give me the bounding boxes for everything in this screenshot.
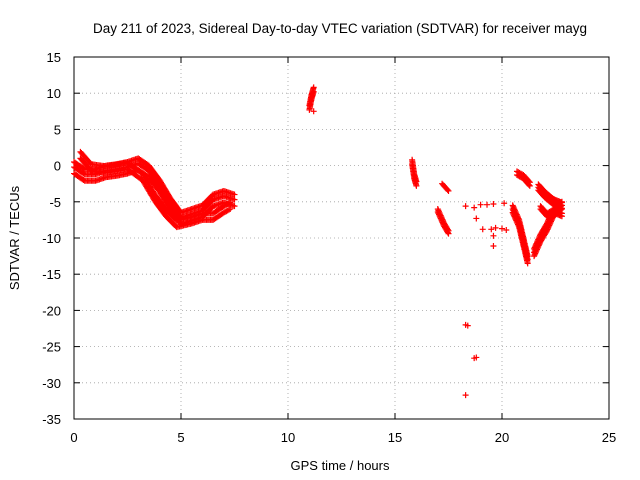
x-axis-label: GPS time / hours [291,458,390,473]
data-point [310,108,317,115]
x-tick-label: 15 [388,430,402,445]
data-point [501,200,508,207]
y-tick-label: 0 [54,159,61,174]
data-point [445,187,452,194]
data-point [473,215,480,222]
data-point [310,84,317,91]
data-point [490,200,497,207]
x-tick-label: 10 [281,430,295,445]
y-tick-label: -5 [49,195,61,210]
y-tick-label: 10 [47,86,61,101]
y-axis-label: SDTVAR / TECUs [7,185,22,290]
y-tick-label: 15 [47,50,61,65]
data-point [471,204,478,211]
y-tick-label: -30 [42,376,61,391]
grid [74,57,609,419]
data-point [225,200,232,207]
chart-title: Day 211 of 2023, Sidereal Day-to-day VTE… [93,21,587,36]
data-point [413,178,420,185]
data-point [231,191,238,198]
data-point [477,201,484,208]
data-point [464,322,471,329]
data-point [503,227,510,234]
data-point [225,206,232,213]
y-tick-label: -25 [42,340,61,355]
data-point [445,230,452,237]
data-point [558,199,565,206]
x-tick-label: 20 [495,430,509,445]
data-point [479,226,486,233]
y-tick-label: -20 [42,303,61,318]
data-point [488,226,495,233]
data-point [490,242,497,249]
axis-ticks: 0 5 10 15 20 25 15 10 5 0 -5 -10 -15 -20 -25 -30 -35 [42,50,616,445]
data-point [526,179,533,186]
y-tick-label: -35 [42,412,61,427]
data-point [462,203,469,210]
x-tick-label: 5 [177,430,184,445]
x-tick-label: 0 [70,430,77,445]
data-point [490,232,497,239]
data-point [231,196,238,203]
x-tick-label: 25 [602,430,616,445]
y-tick-label: -15 [42,267,61,282]
data-point [492,224,499,231]
data-point [462,392,469,399]
data-point [227,199,234,206]
data-point [231,203,238,210]
data-point [499,225,505,232]
data-point [484,201,491,208]
data-point [525,178,532,185]
y-tick-label: -10 [42,231,61,246]
y-tick-label: 5 [54,122,61,137]
data-point [444,186,451,193]
data-points [71,84,565,399]
data-point [524,253,531,260]
data-point [227,206,234,213]
data-point [473,354,480,361]
data-point [444,229,451,236]
data-point [558,210,565,217]
